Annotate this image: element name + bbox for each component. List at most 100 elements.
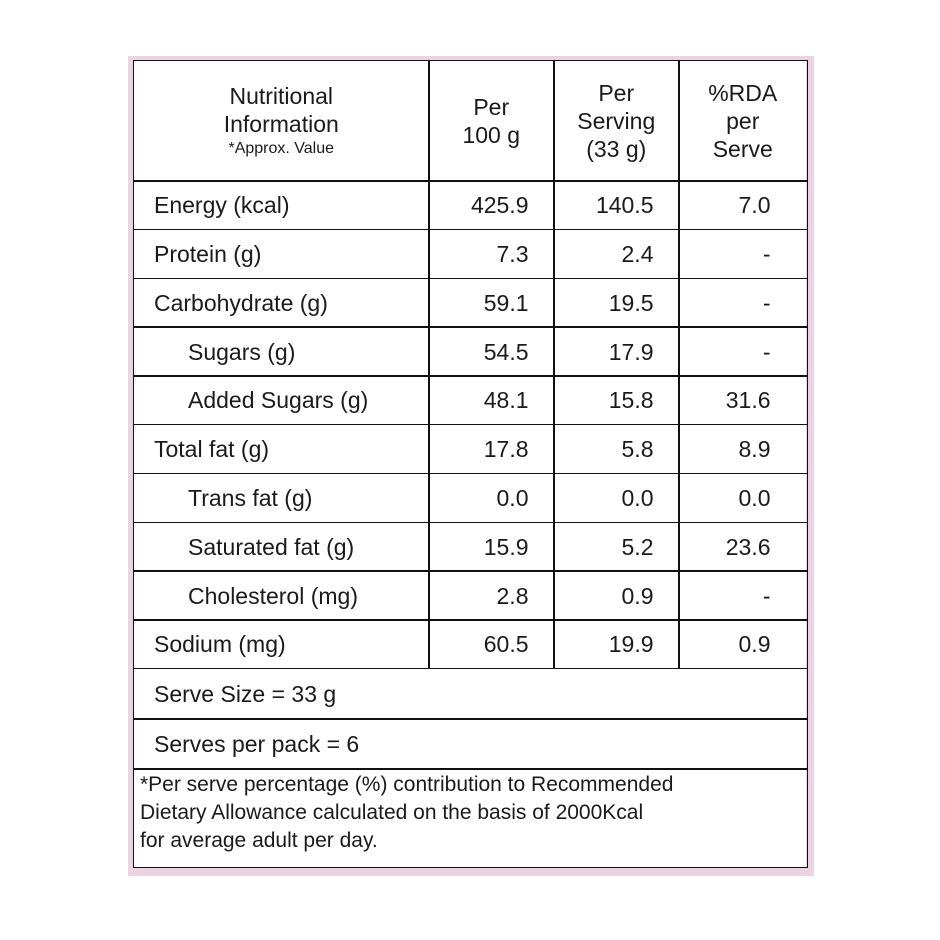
footnote-line: Dietary Allowance calculated on the basi… (140, 801, 644, 824)
value-cell: 5.8 (553, 424, 680, 475)
header-text: Per (473, 93, 510, 120)
nutrient-name: Carbohydrate (g) (154, 289, 328, 316)
nutrient-value: - (762, 582, 771, 609)
nutrient-name: Trans fat (g) (188, 484, 313, 511)
row-name-cell: Total fat (g) (133, 424, 430, 475)
value-cell: 19.9 (553, 619, 680, 670)
header-text: *Approx. Value (228, 139, 335, 157)
value-cell: 19.5 (553, 277, 680, 328)
nutrient-name: Added Sugars (g) (188, 387, 369, 414)
row-name-cell: Protein (g) (133, 228, 430, 280)
value-cell: - (678, 228, 808, 280)
header-cell: %RDA per Serve (678, 60, 808, 182)
nutrient-value: 2.4 (621, 240, 654, 267)
nutrient-name: Energy (kcal) (154, 192, 290, 219)
nutrient-value: 19.9 (608, 631, 654, 658)
nutrient-value: 17.9 (608, 338, 654, 365)
value-cell: 8.9 (678, 424, 808, 475)
header-text: Serving (577, 107, 656, 134)
value-cell: 2.4 (553, 228, 680, 280)
value-cell: 5.2 (553, 521, 680, 572)
nutrient-value: - (762, 338, 771, 365)
nutrient-name: Saturated fat (g) (188, 533, 355, 560)
row-name-cell: Saturated fat (g) (133, 521, 430, 572)
value-cell: 23.6 (678, 521, 808, 572)
footnote-line: *Per serve percentage (%) contribution t… (140, 773, 674, 796)
nutrient-value: 23.6 (725, 533, 771, 560)
nutrient-value: 19.5 (608, 289, 654, 316)
nutrient-name: Sodium (mg) (154, 631, 286, 658)
header-text: per (726, 107, 760, 134)
value-cell: - (678, 326, 808, 377)
serve-size-cell: Serve Size = 33 g (133, 668, 808, 720)
header-text: Information (223, 110, 339, 137)
nutrient-value: 15.8 (608, 387, 654, 414)
nutrient-value: 425.9 (470, 192, 529, 219)
nutrient-value: 7.3 (496, 240, 529, 267)
nutrient-value: 2.8 (496, 582, 529, 609)
nutrient-value: 8.9 (738, 436, 771, 463)
nutrient-value: 0.9 (621, 582, 654, 609)
row-name-cell: Cholesterol (mg) (133, 570, 430, 621)
nutrition-table: Nutritional Information *Approx. Value Per 1… (133, 60, 808, 868)
nutrient-value: 59.1 (483, 289, 529, 316)
header-text: (33 g) (586, 135, 647, 162)
value-cell: 425.9 (428, 180, 555, 231)
value-cell: 17.9 (553, 326, 680, 377)
value-cell: 17.8 (428, 424, 555, 475)
value-cell: 7.3 (428, 228, 555, 280)
nutrient-value: - (762, 289, 771, 316)
value-cell: 15.9 (428, 521, 555, 572)
nutrient-value: 0.0 (621, 484, 654, 511)
value-cell: 0.9 (678, 619, 808, 670)
nutrient-name: Protein (g) (154, 240, 262, 267)
row-name-cell: Added Sugars (g) (133, 375, 430, 426)
value-cell: 60.5 (428, 619, 555, 670)
header-text: Serve (712, 135, 773, 162)
nutrient-value: 17.8 (483, 436, 529, 463)
row-name-cell: Carbohydrate (g) (133, 277, 430, 328)
footnote-line: for average adult per day. (140, 829, 378, 852)
nutrient-value: - (762, 240, 771, 267)
nutrient-value: 54.5 (483, 338, 529, 365)
header-text: Per (598, 79, 635, 106)
nutrient-value: 5.2 (621, 533, 654, 560)
nutrient-name: Total fat (g) (154, 436, 270, 463)
serves-per-pack: Serves per pack = 6 (154, 730, 360, 757)
row-name-cell: Sugars (g) (133, 326, 430, 377)
header-cell: Per Serving (33 g) (553, 60, 680, 182)
value-cell: 31.6 (678, 375, 808, 426)
serve-size: Serve Size = 33 g (154, 680, 337, 707)
nutrient-value: 7.0 (738, 192, 771, 219)
nutrient-value: 5.8 (621, 436, 654, 463)
nutrient-value: 140.5 (595, 192, 654, 219)
nutrient-value: 0.0 (496, 484, 529, 511)
nutrient-value: 15.9 (483, 533, 529, 560)
note-cell: *Per serve percentage (%) contribution t… (133, 768, 808, 868)
nutrient-value: 0.0 (738, 484, 771, 511)
header-text: 100 g (462, 121, 521, 148)
value-cell: 54.5 (428, 326, 555, 377)
value-cell: - (678, 277, 808, 328)
value-cell: 48.1 (428, 375, 555, 426)
nutrient-value: 48.1 (483, 387, 529, 414)
value-cell: 140.5 (553, 180, 680, 231)
value-cell: 0.0 (428, 472, 555, 524)
value-cell: 59.1 (428, 277, 555, 328)
value-cell: 0.0 (678, 472, 808, 524)
value-cell: 15.8 (553, 375, 680, 426)
value-cell: - (678, 570, 808, 621)
header-cell: Per 100 g (428, 60, 555, 182)
nutrient-value: 0.9 (738, 631, 771, 658)
value-cell: 0.9 (553, 570, 680, 621)
header-text: %RDA (708, 79, 778, 106)
nutrient-value: 31.6 (725, 387, 771, 414)
row-name-cell: Sodium (mg) (133, 619, 430, 670)
header-cell: Nutritional Information *Approx. Value (133, 60, 430, 182)
value-cell: 7.0 (678, 180, 808, 231)
nutrient-value: 60.5 (483, 631, 529, 658)
row-name-cell: Trans fat (g) (133, 472, 430, 524)
value-cell: 2.8 (428, 570, 555, 621)
nutrient-name: Sugars (g) (188, 338, 296, 365)
